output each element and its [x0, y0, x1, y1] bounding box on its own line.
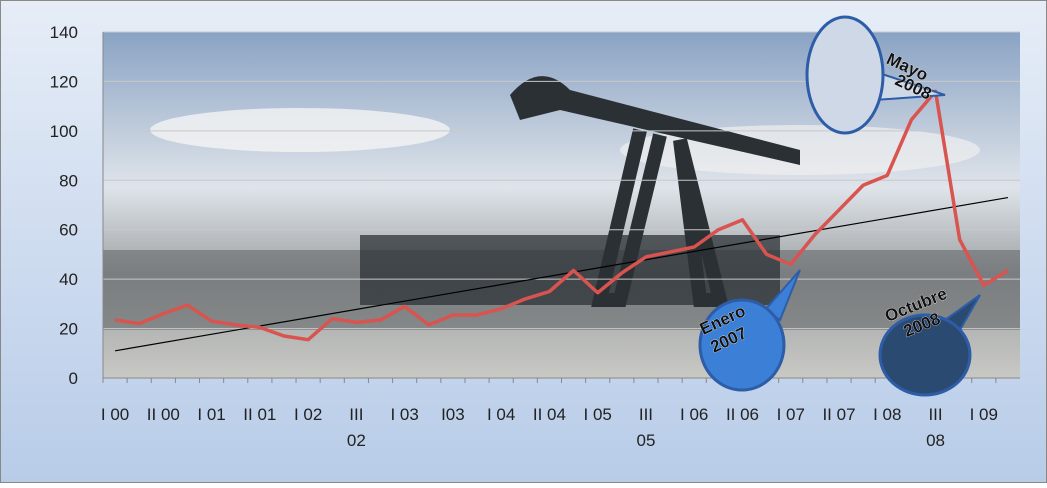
x-tick-label: II 07: [822, 405, 855, 424]
callout-bubble: [805, 15, 885, 135]
y-tick-label: 120: [50, 72, 78, 91]
y-tick-label: 20: [59, 320, 78, 339]
x-tick-label: I 08: [873, 405, 901, 424]
trend-line: [114, 196, 1009, 352]
x-tick-label: III 08: [926, 405, 945, 450]
x-tick-label: III 02: [347, 405, 366, 450]
y-tick-label: 140: [50, 23, 78, 42]
y-tick-label: 0: [69, 369, 78, 388]
x-tick-label: II 00: [147, 405, 180, 424]
y-tick-label: 80: [59, 171, 78, 190]
y-tick-label: 60: [59, 221, 78, 240]
x-tick-label: I 00: [101, 405, 129, 424]
callout-bubble: [698, 298, 786, 392]
x-tick-label: I 05: [584, 405, 612, 424]
x-tick-label: II 04: [533, 405, 566, 424]
x-tick-label: I 09: [970, 405, 998, 424]
x-tick-label: II 01: [243, 405, 276, 424]
x-tick-label: I 07: [777, 405, 805, 424]
background-photo: [103, 32, 1020, 378]
callout-bubble: [878, 313, 972, 397]
x-tick-label: I 01: [197, 405, 225, 424]
x-tick-label: II 06: [726, 405, 759, 424]
x-tick-label: I 04: [487, 405, 515, 424]
x-tick-label: I 06: [680, 405, 708, 424]
x-tick-label: I03: [441, 405, 465, 424]
y-tick-label: 100: [50, 122, 78, 141]
y-tick-label: 40: [59, 270, 78, 289]
data-line: [114, 89, 1009, 342]
x-tick-label: I 02: [294, 405, 322, 424]
x-tick-label: III 05: [636, 405, 655, 450]
x-tick-label: I 03: [390, 405, 418, 424]
